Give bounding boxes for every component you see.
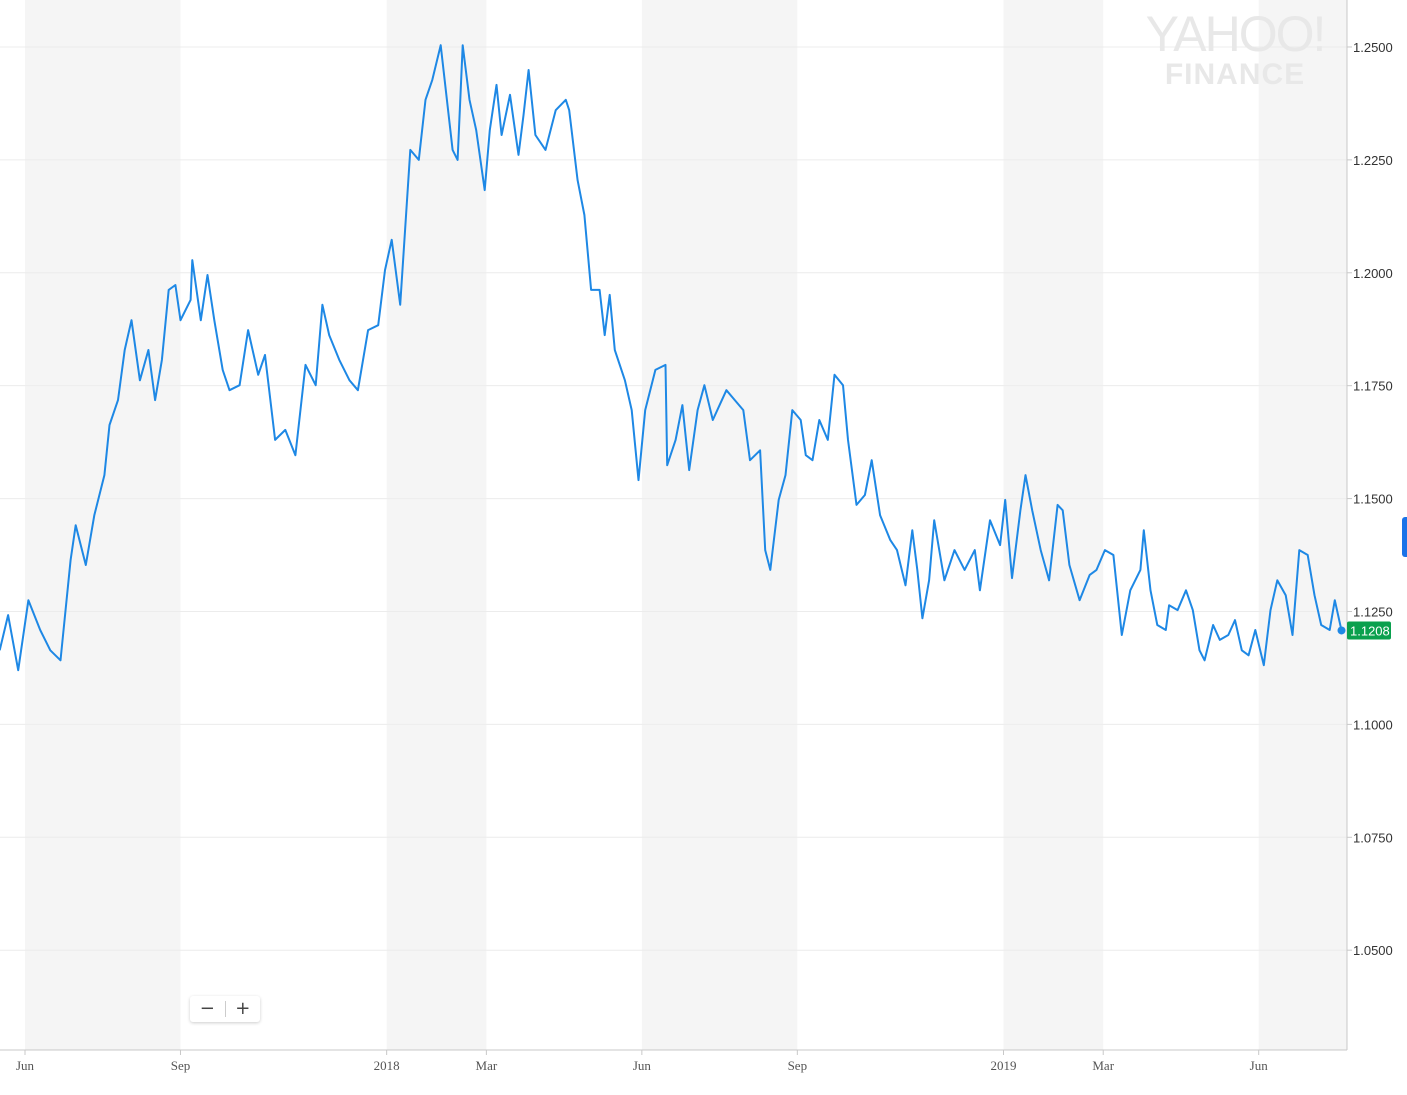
x-tick-label: 2018 <box>374 1058 400 1073</box>
current-price-badge: 1.1208 <box>1347 621 1391 640</box>
y-tick-label: 1.0750 <box>1353 830 1393 845</box>
x-tick-label: Mar <box>476 1058 498 1073</box>
period-bands <box>25 0 1347 1050</box>
x-tick-label: Sep <box>788 1058 808 1073</box>
zoom-in-button[interactable]: + <box>235 998 251 1019</box>
shaded-band <box>641 0 798 1050</box>
current-price-badge-bg <box>1347 621 1391 640</box>
x-tick-label: Jun <box>1250 1058 1269 1073</box>
zoom-divider <box>224 1001 226 1017</box>
shaded-band <box>1003 0 1104 1050</box>
y-tick-label: 1.2250 <box>1353 153 1393 168</box>
y-tick-label: 1.1250 <box>1353 604 1393 619</box>
x-tick-label: Jun <box>16 1058 35 1073</box>
zoom-out-button[interactable]: − <box>199 998 215 1019</box>
x-tick-label: Jun <box>633 1058 652 1073</box>
y-tick-label: 1.1500 <box>1353 492 1393 507</box>
x-tick-label: Mar <box>1092 1058 1114 1073</box>
shaded-band <box>25 0 181 1050</box>
current-price-label: 1.1208 <box>1350 623 1390 638</box>
shaded-band <box>386 0 487 1050</box>
y-axis: 1.2500 1.2250 1.2000 1.1750 1.1500 1.1250 1.10… <box>1346 0 1393 1050</box>
x-tick-label: 2019 <box>991 1058 1017 1073</box>
zoom-controls: − + <box>190 996 260 1022</box>
x-axis: Jun Sep 2018 Mar Jun Sep 2019 Mar Jun <box>0 1049 1347 1073</box>
y-tick-label: 1.0500 <box>1353 943 1393 958</box>
last-point-marker <box>1337 626 1346 635</box>
y-tick-label: 1.2500 <box>1353 40 1393 55</box>
y-tick-label: 1.1750 <box>1353 379 1393 394</box>
x-tick-label: Sep <box>171 1058 191 1073</box>
shaded-band <box>1258 0 1347 1050</box>
price-line <box>0 44 1343 672</box>
y-tick-label: 1.1000 <box>1353 717 1393 732</box>
side-panel-handle[interactable] <box>1402 517 1407 557</box>
y-tick-label: 1.2000 <box>1353 266 1393 281</box>
grid-lines <box>0 46 1347 951</box>
